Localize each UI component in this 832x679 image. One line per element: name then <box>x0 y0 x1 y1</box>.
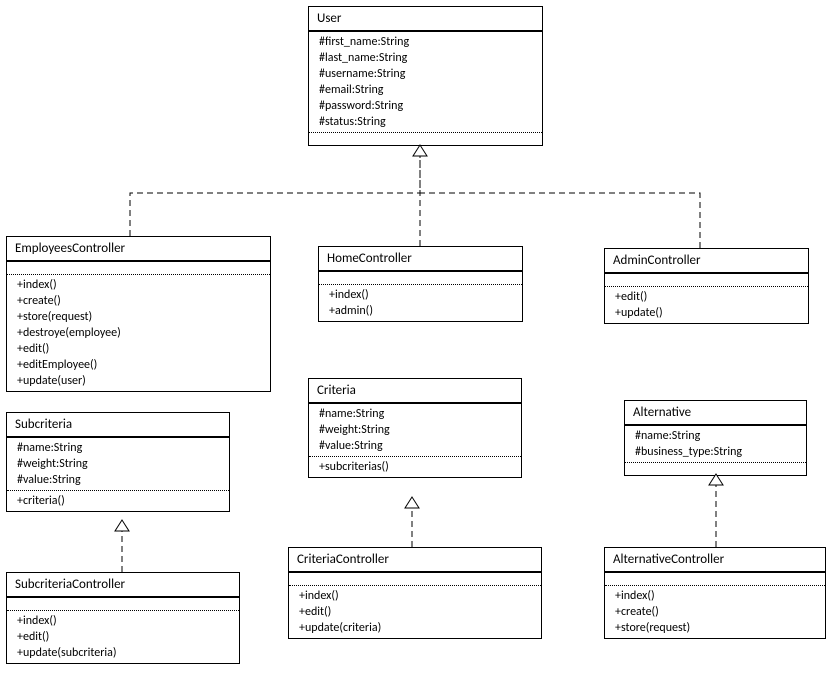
attr: #name:String <box>625 428 806 444</box>
attr: #email:String <box>309 82 542 98</box>
class-title: Criteria <box>309 379 521 404</box>
uml-class-homecontroller: HomeController +index() +admin() <box>318 246 523 322</box>
class-methods <box>625 463 806 475</box>
class-methods: +index() +edit() +update(subcriteria) <box>7 611 239 663</box>
attr: #value:String <box>7 472 229 488</box>
uml-class-employeescontroller: EmployeesController +index() +create() +… <box>6 236 271 392</box>
class-title: HomeController <box>319 247 522 272</box>
attr: #weight:String <box>309 422 521 438</box>
class-attrs <box>7 598 239 611</box>
edge-employees-user <box>130 156 420 236</box>
method: +destroye(employee) <box>7 325 270 341</box>
method: +edit() <box>605 289 808 305</box>
class-methods: +index() +edit() +update(criteria) <box>289 586 541 638</box>
method: +store(request) <box>7 309 270 325</box>
method: +create() <box>7 293 270 309</box>
class-methods <box>309 133 542 145</box>
method: +index() <box>605 588 825 604</box>
uml-class-admincontroller: AdminController +edit() +update() <box>604 248 809 324</box>
method: +admin() <box>319 303 522 319</box>
method: +update(user) <box>7 373 270 389</box>
uml-class-subcriteriacontroller: SubcriteriaController +index() +edit() +… <box>6 572 240 664</box>
class-title: Subcriteria <box>7 413 229 438</box>
attr: #username:String <box>309 66 542 82</box>
class-attrs: #first_name:String #last_name:String #us… <box>309 32 542 133</box>
attr: #last_name:String <box>309 50 542 66</box>
uml-class-subcriteria: Subcriteria #name:String #weight:String … <box>6 412 230 512</box>
class-attrs <box>289 573 541 586</box>
class-title: AlternativeController <box>605 548 825 573</box>
attr: #first_name:String <box>309 34 542 50</box>
attr: #business_type:String <box>625 444 806 460</box>
uml-class-alternativecontroller: AlternativeController +index() +create()… <box>604 547 826 639</box>
method: +index() <box>7 613 239 629</box>
arrowhead-criteria <box>405 497 419 508</box>
class-title: User <box>309 7 542 32</box>
class-methods: +index() +create() +store(request) +dest… <box>7 275 270 391</box>
class-attrs: #name:String #weight:String #value:Strin… <box>309 404 521 457</box>
class-title: AdminController <box>605 249 808 274</box>
class-attrs: #name:String #weight:String #value:Strin… <box>7 438 229 491</box>
method: +index() <box>289 588 541 604</box>
attr: #name:String <box>309 406 521 422</box>
method: +editEmployee() <box>7 357 270 373</box>
method: +subcriterias() <box>309 459 521 475</box>
uml-class-alternative: Alternative #name:String #business_type:… <box>624 400 807 476</box>
class-methods: +criteria() <box>7 491 229 511</box>
attr: #value:String <box>309 438 521 454</box>
class-methods: +subcriterias() <box>309 457 521 477</box>
class-title: SubcriteriaController <box>7 573 239 598</box>
class-methods: +index() +create() +store(request) <box>605 586 825 638</box>
arrowhead-user <box>413 145 427 156</box>
method: +update() <box>605 305 808 321</box>
method: +update(criteria) <box>289 620 541 636</box>
attr: #name:String <box>7 440 229 456</box>
method: +create() <box>605 604 825 620</box>
method: +edit() <box>289 604 541 620</box>
method: +index() <box>319 287 522 303</box>
class-attrs <box>319 272 522 285</box>
class-methods: +edit() +update() <box>605 287 808 323</box>
class-attrs <box>605 274 808 287</box>
attr: #status:String <box>309 114 542 130</box>
class-title: CriteriaController <box>289 548 541 573</box>
class-title: EmployeesController <box>7 237 270 262</box>
class-title: Alternative <box>625 401 806 426</box>
attr: #weight:String <box>7 456 229 472</box>
edge-admin-user <box>420 156 700 248</box>
method: +criteria() <box>7 493 229 509</box>
uml-class-user: User #first_name:String #last_name:Strin… <box>308 6 543 146</box>
method: +index() <box>7 277 270 293</box>
method: +store(request) <box>605 620 825 636</box>
arrowhead-subcriteria <box>115 520 129 531</box>
class-attrs: #name:String #business_type:String <box>625 426 806 463</box>
class-methods: +index() +admin() <box>319 285 522 321</box>
method: +edit() <box>7 341 270 357</box>
method: +update(subcriteria) <box>7 645 239 661</box>
uml-class-criteriacontroller: CriteriaController +index() +edit() +upd… <box>288 547 542 639</box>
class-attrs <box>605 573 825 586</box>
method: +edit() <box>7 629 239 645</box>
class-attrs <box>7 262 270 275</box>
attr: #password:String <box>309 98 542 114</box>
uml-class-criteria: Criteria #name:String #weight:String #va… <box>308 378 522 478</box>
